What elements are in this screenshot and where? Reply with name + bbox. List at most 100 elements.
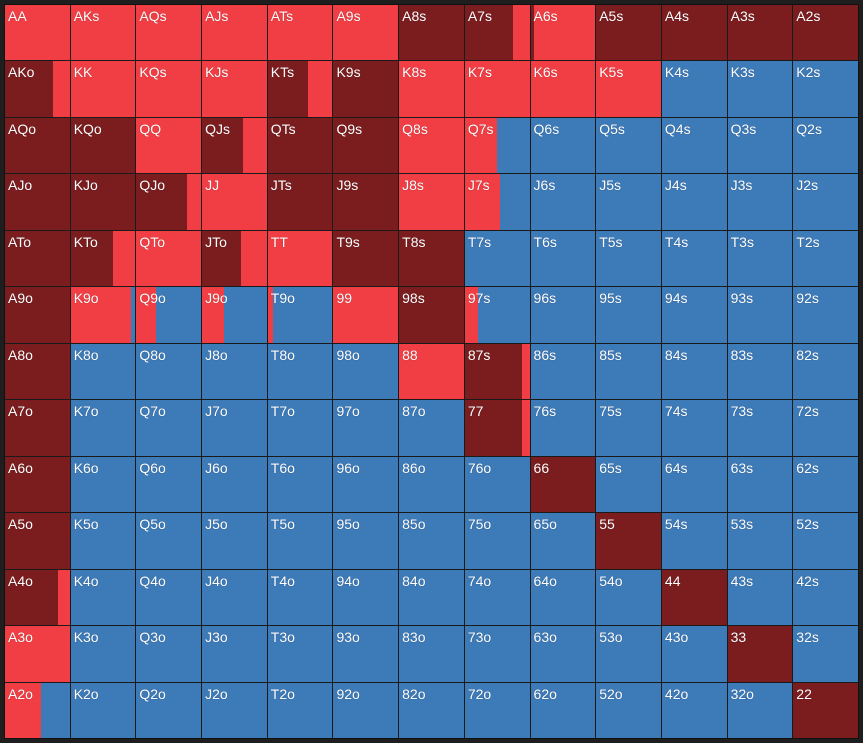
hand-cell[interactable]: 55 <box>596 513 661 569</box>
hand-cell[interactable]: 87s <box>464 343 530 400</box>
hand-cell[interactable]: 98s <box>399 287 464 343</box>
hand-cell[interactable]: T4s <box>661 230 727 287</box>
hand-cell[interactable]: J4o <box>202 569 267 626</box>
hand-cell[interactable]: 63o <box>530 626 596 682</box>
hand-cell[interactable]: T7s <box>464 230 530 287</box>
hand-cell[interactable]: A4s <box>661 5 727 61</box>
hand-cell[interactable]: A5o <box>5 513 70 569</box>
hand-cell[interactable]: KJo <box>70 174 136 230</box>
hand-cell[interactable]: K3s <box>727 61 793 117</box>
hand-cell[interactable]: 85s <box>596 343 661 400</box>
hand-cell[interactable]: T9s <box>333 230 399 287</box>
hand-cell[interactable]: 95s <box>596 287 661 343</box>
hand-cell[interactable]: 74s <box>661 400 727 456</box>
hand-cell[interactable]: A7o <box>5 400 70 456</box>
hand-cell[interactable]: AA <box>5 5 70 61</box>
hand-cell[interactable]: 76s <box>530 400 596 456</box>
hand-cell[interactable]: AQs <box>136 5 202 61</box>
hand-cell[interactable]: 76o <box>464 456 530 513</box>
hand-cell[interactable]: 88 <box>399 343 464 400</box>
hand-cell[interactable]: Q6o <box>136 456 202 513</box>
hand-cell[interactable]: KTs <box>267 61 333 117</box>
hand-cell[interactable]: J7o <box>202 400 267 456</box>
hand-cell[interactable]: 92s <box>793 287 858 343</box>
hand-cell[interactable]: T2s <box>793 230 858 287</box>
hand-cell[interactable]: AJs <box>202 5 267 61</box>
hand-cell[interactable]: AJo <box>5 174 70 230</box>
hand-cell[interactable]: ATo <box>5 230 70 287</box>
hand-cell[interactable]: 44 <box>661 569 727 626</box>
hand-cell[interactable]: AKo <box>5 61 70 117</box>
hand-cell[interactable]: JTs <box>267 174 333 230</box>
hand-cell[interactable]: 52s <box>793 513 858 569</box>
hand-cell[interactable]: Q5o <box>136 513 202 569</box>
hand-cell[interactable]: A3s <box>727 5 793 61</box>
hand-cell[interactable]: 85o <box>399 513 464 569</box>
hand-cell[interactable]: A9s <box>333 5 399 61</box>
hand-cell[interactable]: K3o <box>70 626 136 682</box>
hand-cell[interactable]: 63s <box>727 456 793 513</box>
hand-cell[interactable]: AQo <box>5 117 70 174</box>
hand-cell[interactable]: 93s <box>727 287 793 343</box>
hand-cell[interactable]: 94s <box>661 287 727 343</box>
hand-cell[interactable]: 53o <box>596 626 661 682</box>
hand-cell[interactable]: 82s <box>793 343 858 400</box>
hand-cell[interactable]: K9s <box>333 61 399 117</box>
hand-cell[interactable]: K7s <box>464 61 530 117</box>
hand-cell[interactable]: 99 <box>333 287 399 343</box>
hand-cell[interactable]: Q7s <box>464 117 530 174</box>
hand-cell[interactable]: 86s <box>530 343 596 400</box>
hand-cell[interactable]: A8s <box>399 5 464 61</box>
hand-cell[interactable]: J2o <box>202 682 267 738</box>
hand-cell[interactable]: 65s <box>596 456 661 513</box>
hand-cell[interactable]: A2s <box>793 5 858 61</box>
hand-cell[interactable]: T6s <box>530 230 596 287</box>
hand-cell[interactable]: Q3s <box>727 117 793 174</box>
hand-cell[interactable]: 75o <box>464 513 530 569</box>
hand-cell[interactable]: 64s <box>661 456 727 513</box>
hand-cell[interactable]: 54o <box>596 569 661 626</box>
hand-cell[interactable]: 74o <box>464 569 530 626</box>
hand-cell[interactable]: T8s <box>399 230 464 287</box>
hand-cell[interactable]: Q3o <box>136 626 202 682</box>
hand-cell[interactable]: 52o <box>596 682 661 738</box>
hand-cell[interactable]: T3o <box>267 626 333 682</box>
hand-cell[interactable]: 62s <box>793 456 858 513</box>
hand-cell[interactable]: KQo <box>70 117 136 174</box>
hand-cell[interactable]: 43o <box>661 626 727 682</box>
hand-cell[interactable]: A6s <box>530 5 596 61</box>
hand-cell[interactable]: QJs <box>202 117 267 174</box>
hand-cell[interactable]: Q2o <box>136 682 202 738</box>
hand-cell[interactable]: A7s <box>464 5 530 61</box>
hand-cell[interactable]: 96o <box>333 456 399 513</box>
hand-cell[interactable]: J5o <box>202 513 267 569</box>
hand-cell[interactable]: T6o <box>267 456 333 513</box>
hand-cell[interactable]: J3o <box>202 626 267 682</box>
hand-cell[interactable]: 82o <box>399 682 464 738</box>
hand-cell[interactable]: A6o <box>5 456 70 513</box>
hand-cell[interactable]: T2o <box>267 682 333 738</box>
hand-cell[interactable]: J3s <box>727 174 793 230</box>
hand-cell[interactable]: 73s <box>727 400 793 456</box>
hand-cell[interactable]: J8o <box>202 343 267 400</box>
hand-cell[interactable]: 64o <box>530 569 596 626</box>
hand-cell[interactable]: J4s <box>661 174 727 230</box>
hand-cell[interactable]: JJ <box>202 174 267 230</box>
hand-cell[interactable]: 42s <box>793 569 858 626</box>
hand-cell[interactable]: K4s <box>661 61 727 117</box>
hand-cell[interactable]: K8o <box>70 343 136 400</box>
hand-cell[interactable]: 96s <box>530 287 596 343</box>
hand-cell[interactable]: JTo <box>202 230 267 287</box>
hand-cell[interactable]: Q9o <box>136 287 202 343</box>
hand-cell[interactable]: KQs <box>136 61 202 117</box>
hand-cell[interactable]: 72o <box>464 682 530 738</box>
hand-cell[interactable]: J9o <box>202 287 267 343</box>
hand-cell[interactable]: K4o <box>70 569 136 626</box>
hand-cell[interactable]: Q9s <box>333 117 399 174</box>
hand-cell[interactable]: 77 <box>464 400 530 456</box>
hand-cell[interactable]: 54s <box>661 513 727 569</box>
hand-cell[interactable]: T7o <box>267 400 333 456</box>
hand-cell[interactable]: 84s <box>661 343 727 400</box>
hand-cell[interactable]: Q4s <box>661 117 727 174</box>
hand-cell[interactable]: T5o <box>267 513 333 569</box>
